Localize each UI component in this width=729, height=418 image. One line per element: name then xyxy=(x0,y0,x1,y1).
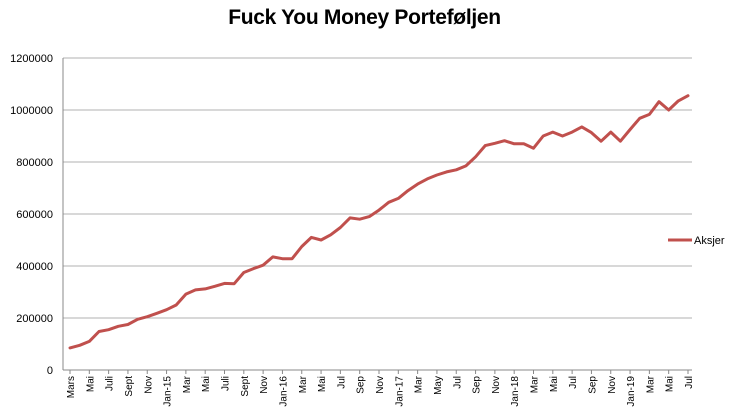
y-tick-label: 400000 xyxy=(16,261,53,273)
x-tick-label: Mars xyxy=(66,376,77,398)
x-tick-label: Jan-15 xyxy=(163,376,174,407)
series-layer xyxy=(68,94,690,350)
x-tick-label: Sep xyxy=(356,376,367,394)
x-tick-label: Sep xyxy=(472,376,483,394)
y-tick-label: 1200000 xyxy=(10,53,53,65)
x-tick-label: Jan-19 xyxy=(626,376,637,407)
x-tick-label: Jul xyxy=(336,376,347,389)
x-tick-label: May xyxy=(433,376,444,395)
x-tick-label: Jan-16 xyxy=(278,376,289,407)
chart-title: Fuck You Money Porteføljen xyxy=(228,6,501,29)
x-tick-label: Sept xyxy=(240,376,251,397)
x-tick-label: Mar xyxy=(414,375,425,393)
x-tick-label: Mar xyxy=(530,375,541,393)
x-tick-label: Jul xyxy=(568,376,579,389)
x-axis: Mars Mai Juli Sept Nov Jan-15 Mar Mai Juli Sept No… xyxy=(66,370,695,407)
legend: Aksjer xyxy=(668,235,725,247)
x-tick-label: Juli xyxy=(221,376,232,391)
x-tick-label: Nov xyxy=(375,376,386,394)
x-tick-label: Sep xyxy=(587,376,598,394)
x-tick-label: Mar xyxy=(182,375,193,393)
series-line-aksjer xyxy=(68,94,690,350)
x-tick-label: Juli xyxy=(105,376,116,391)
y-tick-label: 800000 xyxy=(16,157,53,169)
y-axis: 0 200000 400000 600000 800000 1000000 1200000 xyxy=(10,53,64,377)
x-tick-label: Nov xyxy=(491,376,502,394)
x-tick-label: Mai xyxy=(201,376,212,392)
x-tick-label: Mai xyxy=(85,376,96,392)
x-tick-label: Mar xyxy=(298,375,309,393)
y-tick-label: 200000 xyxy=(16,313,53,325)
x-tick-label: Mai xyxy=(665,376,676,392)
grid-lines xyxy=(63,57,692,371)
x-tick-label: Mai xyxy=(317,376,328,392)
x-tick-label: Jan-18 xyxy=(510,376,521,407)
x-tick-label: Mar xyxy=(645,375,656,393)
legend-label-aksjer: Aksjer xyxy=(694,235,725,247)
y-tick-label: 0 xyxy=(47,365,53,377)
y-tick-label: 600000 xyxy=(16,209,53,221)
x-tick-label: Jul xyxy=(684,376,695,389)
x-tick-label: Nov xyxy=(259,376,270,394)
x-tick-label: Mai xyxy=(549,376,560,392)
y-tick-label: 1000000 xyxy=(10,105,53,117)
x-tick-label: Nov xyxy=(143,376,154,394)
x-tick-label: Nov xyxy=(607,376,618,394)
x-tick-label: Jan-17 xyxy=(394,376,405,407)
x-tick-label: Jul xyxy=(452,376,463,389)
x-tick-label: Sept xyxy=(124,376,135,397)
